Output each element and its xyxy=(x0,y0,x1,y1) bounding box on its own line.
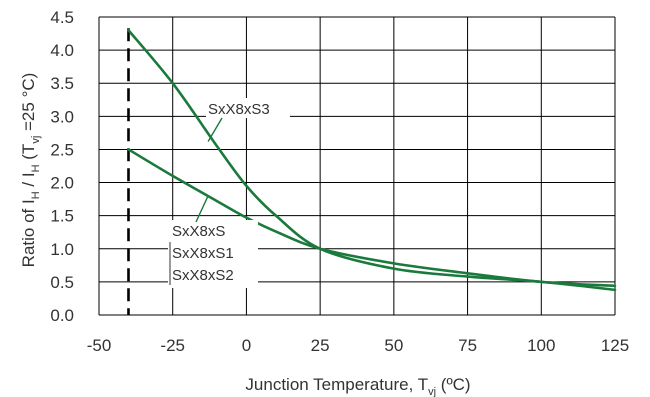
x-tick-labels: -50 -25 0 25 50 75 100 125 xyxy=(87,336,629,355)
y-tick-label: 3.0 xyxy=(50,107,74,126)
x-tick-label: -50 xyxy=(87,336,112,355)
x-tick-label: 125 xyxy=(601,336,629,355)
y-tick-label: 3.5 xyxy=(50,74,74,93)
x-tick-label: -25 xyxy=(160,336,185,355)
y-tick-label: 0.0 xyxy=(50,306,74,325)
series-group xyxy=(127,28,617,292)
x-tick-label: 0 xyxy=(242,336,251,355)
annotation-leader-s3 xyxy=(207,117,223,142)
y-tick-label: 0.5 xyxy=(50,273,74,292)
x-axis-label: Junction Temperature, Tvj (ºC) xyxy=(245,375,470,397)
y-tick-label: 4.5 xyxy=(50,8,74,27)
y-label-part2: / I xyxy=(19,172,38,191)
x-tick-label: 75 xyxy=(458,336,477,355)
y-label-sub1: H xyxy=(30,191,42,199)
y-tick-label: 1.0 xyxy=(50,240,74,259)
y-axis-label: Ratio of IH / IH (Tvj =25 °C) xyxy=(19,73,42,268)
y-label-part3: (T xyxy=(19,144,38,165)
annotation-sxx8xs3: SxX8xS3 xyxy=(208,101,270,118)
y-tick-label: 2.5 xyxy=(50,140,74,159)
y-label-part1: Ratio of I xyxy=(19,199,38,267)
annotations: SxX8xS3 SxX8xS SxX8xS1 SxX8xS2 xyxy=(168,98,290,288)
annotation-group-label: SxX8xS xyxy=(172,223,225,240)
y-tick-labels: 0.0 0.5 1.0 1.5 2.0 2.5 3.0 3.5 4.0 4.5 xyxy=(50,8,74,325)
y-tick-label: 4.0 xyxy=(50,41,74,60)
label-bg xyxy=(168,220,258,288)
x-label-sub: vj xyxy=(428,386,436,397)
x-tick-label: 50 xyxy=(384,336,403,355)
y-label-sub3: vj xyxy=(30,136,42,144)
y-tick-label: 2.0 xyxy=(50,174,74,193)
annotation-group-label: SxX8xS2 xyxy=(172,267,234,284)
x-tick-label: 100 xyxy=(527,336,555,355)
annotation-group-label: SxX8xS1 xyxy=(172,245,234,262)
label-bg xyxy=(206,98,290,118)
series-line-sxx8xs-group xyxy=(127,148,617,288)
x-tick-label: 25 xyxy=(311,336,330,355)
annotation-leader-group xyxy=(195,195,209,223)
y-tick-label: 1.5 xyxy=(50,207,74,226)
x-label-unit: (ºC) xyxy=(436,375,471,394)
x-label-main: Junction Temperature, T xyxy=(245,375,428,394)
y-label-sub2: H xyxy=(30,164,42,172)
y-label-part4: =25 °C) xyxy=(19,73,38,136)
